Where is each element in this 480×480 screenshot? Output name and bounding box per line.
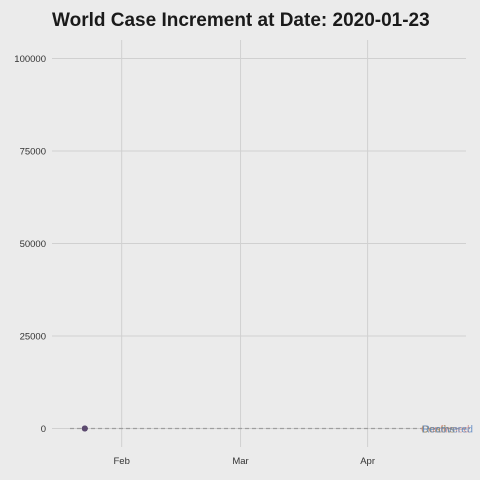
x-axis-ticks: Feb Mar Apr bbox=[113, 456, 375, 467]
x-tick-label: Apr bbox=[360, 456, 375, 467]
x-tick-label: Mar bbox=[232, 456, 248, 467]
y-tick-label: 75000 bbox=[20, 147, 46, 158]
gridlines bbox=[52, 40, 466, 447]
y-tick-label: 50000 bbox=[20, 239, 46, 250]
y-tick-label: 25000 bbox=[20, 332, 46, 343]
y-tick-label: 0 bbox=[41, 424, 46, 435]
x-tick-label: Feb bbox=[113, 456, 129, 467]
series-label-deaths: Deaths bbox=[422, 424, 455, 436]
y-axis-ticks: 0 25000 50000 75000 100000 bbox=[14, 54, 46, 435]
data-points bbox=[81, 425, 88, 432]
data-point-recovered bbox=[81, 425, 88, 432]
series-label-confirmed: Confirmed bbox=[421, 424, 470, 436]
series-label-recovered: Recovered bbox=[422, 424, 473, 436]
y-tick-label: 100000 bbox=[14, 54, 46, 65]
chart-title: World Case Increment at Date: 2020-01-23 bbox=[52, 10, 430, 31]
